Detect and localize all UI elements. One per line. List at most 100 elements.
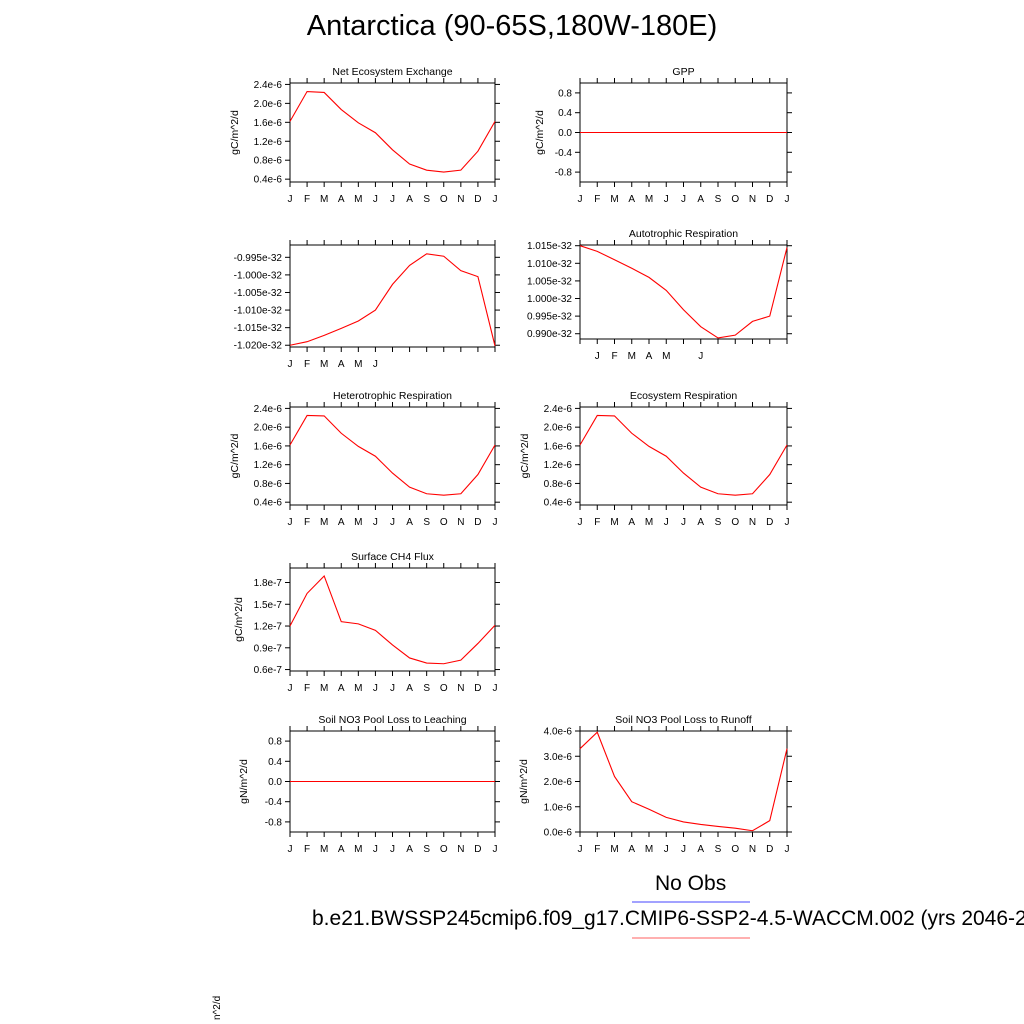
x-tick-label: M bbox=[354, 683, 362, 694]
panel-title: Soil NO3 Pool Loss to Leaching bbox=[318, 714, 466, 726]
x-tick-label: M bbox=[320, 517, 328, 528]
x-tick-label: J bbox=[664, 194, 669, 205]
y-tick-label: -0.8 bbox=[265, 817, 283, 828]
x-tick-label: S bbox=[423, 683, 430, 694]
panel-title: Ecosystem Respiration bbox=[630, 390, 738, 402]
y-tick-label: -1.005e-32 bbox=[234, 288, 283, 299]
x-tick-label: M bbox=[610, 517, 618, 528]
x-tick-label: J bbox=[373, 359, 378, 370]
x-tick-label: A bbox=[338, 517, 345, 528]
y-tick-label: 2.0e-6 bbox=[254, 423, 283, 434]
x-tick-label: A bbox=[406, 683, 413, 694]
x-tick-label: S bbox=[715, 844, 722, 855]
x-tick-label: J bbox=[390, 194, 395, 205]
x-tick-label: J bbox=[664, 844, 669, 855]
chart-panel-7: J F M A M J J A S O N D J0.6e-70.9e-71.2e-71.5e-71.8… bbox=[233, 551, 500, 694]
x-tick-label: F bbox=[594, 194, 600, 205]
plot-frame bbox=[580, 245, 787, 339]
y-tick-label: -0.8 bbox=[555, 168, 573, 179]
panel-title: Autotrophic Respiration bbox=[629, 228, 738, 240]
chart-panel-5: J F M A M J J A S O N D J0.4e-60.8e-61.2e-61.6e-62.0… bbox=[229, 390, 500, 528]
x-tick-label: J bbox=[578, 194, 583, 205]
series-line bbox=[290, 415, 495, 495]
y-tick-label: 0.0 bbox=[268, 777, 282, 788]
x-tick-label: A bbox=[338, 194, 345, 205]
x-tick-label: D bbox=[474, 517, 481, 528]
x-tick-label: A bbox=[406, 194, 413, 205]
series-line bbox=[290, 576, 495, 664]
x-tick-label: J bbox=[664, 517, 669, 528]
x-tick-label: D bbox=[474, 194, 481, 205]
series-line bbox=[290, 254, 495, 346]
y-tick-label: 1.0e-6 bbox=[544, 802, 573, 813]
x-tick-label: A bbox=[628, 844, 635, 855]
x-tick-label: O bbox=[440, 683, 448, 694]
x-tick-label: A bbox=[406, 517, 413, 528]
y-tick-label: 2.4e-6 bbox=[254, 404, 283, 415]
x-tick-label: F bbox=[611, 351, 617, 362]
x-tick-label: A bbox=[338, 683, 345, 694]
y-tick-label: 0.8e-6 bbox=[544, 479, 573, 490]
y-tick-label: -0.4 bbox=[555, 148, 573, 159]
y-axis-label: gN/m^2/d bbox=[518, 759, 530, 804]
y-tick-label: 1.5e-7 bbox=[254, 600, 283, 611]
y-tick-label: 0.8 bbox=[558, 88, 572, 99]
y-tick-label: 1.6e-6 bbox=[544, 441, 573, 452]
chart-panel-9: J F M A M J J A S O N D J0.0e-61.0e-62.0e-63.0e-64.0… bbox=[518, 714, 792, 855]
x-tick-label: N bbox=[457, 683, 464, 694]
y-tick-label: 0.995e-32 bbox=[527, 312, 572, 323]
x-tick-label: F bbox=[304, 359, 310, 370]
x-tick-label: S bbox=[423, 194, 430, 205]
x-tick-label: J bbox=[681, 844, 686, 855]
panel-title: GPP bbox=[672, 66, 694, 78]
x-tick-label: J bbox=[373, 194, 378, 205]
x-tick-label: J bbox=[493, 683, 498, 694]
y-tick-label: 1.2e-7 bbox=[254, 622, 283, 633]
x-tick-label: N bbox=[749, 517, 756, 528]
y-tick-label: 0.8e-6 bbox=[254, 479, 283, 490]
x-tick-label: M bbox=[354, 359, 362, 370]
x-tick-label: M bbox=[610, 194, 618, 205]
y-tick-label: 0.0e-6 bbox=[544, 828, 573, 839]
x-tick-label: N bbox=[457, 517, 464, 528]
x-tick-label: M bbox=[610, 844, 618, 855]
y-tick-label: 1.015e-32 bbox=[527, 241, 572, 252]
x-tick-label: M bbox=[320, 194, 328, 205]
x-tick-label: J bbox=[373, 844, 378, 855]
x-tick-label: M bbox=[320, 359, 328, 370]
x-tick-label: J bbox=[288, 844, 293, 855]
x-tick-label: J bbox=[785, 194, 790, 205]
x-tick-label: J bbox=[493, 517, 498, 528]
x-tick-label: D bbox=[766, 194, 773, 205]
x-tick-label: S bbox=[715, 517, 722, 528]
y-axis-label: gC/m^2/d bbox=[519, 434, 531, 479]
chart-panel-1: J F M A M J J A S O N D J0.4e-60.8e-61.2e-61.6e-62.0… bbox=[229, 66, 500, 205]
chart-panel-4: J F M A M J0.990e-320.995e-321.000e-321.005e-… bbox=[527, 228, 792, 362]
y-axis-label: gC/m^2/d bbox=[233, 597, 245, 642]
x-tick-label: O bbox=[731, 844, 739, 855]
y-tick-label: -1.010e-32 bbox=[234, 306, 283, 317]
y-tick-label: 2.0e-6 bbox=[544, 777, 573, 788]
y-axis-label: gN/m^2/d bbox=[238, 759, 250, 804]
y-tick-label: 2.4e-6 bbox=[254, 80, 283, 91]
x-tick-label: N bbox=[457, 194, 464, 205]
plot-frame bbox=[580, 731, 787, 832]
y-tick-label: 0.990e-32 bbox=[527, 329, 572, 340]
x-tick-label: M bbox=[320, 844, 328, 855]
y-tick-label: -1.015e-32 bbox=[234, 323, 283, 334]
plot-frame bbox=[290, 245, 495, 347]
x-tick-label: F bbox=[594, 517, 600, 528]
panel-title: Net Ecosystem Exchange bbox=[332, 66, 452, 78]
x-tick-label: J bbox=[373, 517, 378, 528]
x-tick-label: O bbox=[440, 844, 448, 855]
x-tick-label: J bbox=[390, 844, 395, 855]
x-tick-label: J bbox=[698, 351, 703, 362]
x-tick-label: M bbox=[354, 194, 362, 205]
x-tick-label: A bbox=[338, 359, 345, 370]
chart-panel-6: J F M A M J J A S O N D J0.4e-60.8e-61.2e-61.6e-62.0… bbox=[519, 390, 792, 528]
y-tick-label: -0.4 bbox=[265, 797, 283, 808]
x-tick-label: J bbox=[493, 844, 498, 855]
y-tick-label: 0.4 bbox=[558, 108, 572, 119]
series-line bbox=[580, 732, 787, 830]
